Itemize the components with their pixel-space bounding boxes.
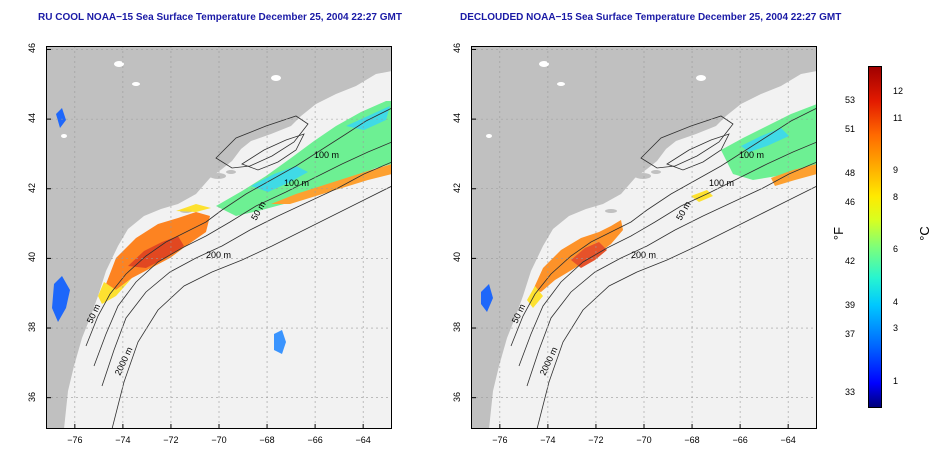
sst-region-blue-offshore — [274, 330, 286, 354]
celsius-unit-label: °C — [916, 226, 932, 241]
contour-100m — [518, 141, 817, 367]
celsius-tick-label: 8 — [893, 191, 899, 202]
contour-label: 200 m — [631, 250, 656, 260]
fahrenheit-tick-label: 46 — [845, 197, 856, 208]
longitude-tick-label: −68 — [684, 435, 700, 445]
sst-region-cyan-patch — [741, 128, 789, 152]
isobath-contours — [85, 107, 392, 429]
axis-ticks — [46, 48, 364, 429]
longitude-tick-label: −66 — [732, 435, 748, 445]
contour-50m — [510, 107, 817, 347]
celsius-tick-label: 6 — [893, 244, 899, 255]
sst-region-hot-core — [571, 242, 607, 268]
sst-region-blue-coast — [481, 284, 493, 312]
left-sst-map: 100 m 100 m 50 m 200 m 50 m 2000 m — [46, 46, 392, 429]
inland-lakes — [61, 61, 281, 138]
contour-2000m — [536, 185, 817, 429]
colorbar — [868, 66, 882, 408]
sst-region-cyan-patch — [251, 106, 390, 192]
contour-gulf-of-maine — [241, 133, 305, 171]
longitude-tick-label: −64 — [780, 435, 796, 445]
fahrenheit-tick-label: 33 — [845, 387, 856, 398]
graticule-grid — [46, 46, 392, 429]
sst-region-yellow-fringe — [98, 204, 211, 304]
longitude-tick-label: −74 — [115, 435, 131, 445]
latitude-tick-label: 46 — [27, 43, 38, 54]
longitude-tick-label: −64 — [355, 435, 371, 445]
contour-100m — [93, 141, 392, 367]
longitude-tick-label: −74 — [540, 435, 556, 445]
celsius-tick-label: 3 — [893, 323, 899, 334]
latitude-tick-label: 36 — [27, 391, 38, 402]
contour-2000m — [111, 185, 392, 429]
fahrenheit-tick-label: 53 — [845, 95, 856, 106]
sst-region-orange-edge — [271, 164, 392, 204]
fahrenheit-tick-label: 37 — [845, 328, 856, 339]
longitude-tick-label: −70 — [636, 435, 652, 445]
sst-region-orange-edge — [771, 164, 817, 186]
longitude-tick-label: −72 — [163, 435, 179, 445]
latitude-tick-label: 38 — [452, 322, 463, 333]
isobath-contours — [510, 107, 817, 429]
latitude-tick-label: 44 — [27, 113, 38, 124]
longitude-tick-label: −70 — [211, 435, 227, 445]
fahrenheit-tick-label: 39 — [845, 299, 856, 310]
inland-lakes — [486, 61, 706, 138]
celsius-tick-label: 1 — [893, 375, 899, 386]
fahrenheit-unit-label: °F — [831, 226, 847, 241]
longitude-tick-label: −76 — [67, 435, 83, 445]
contour-label: 100 m — [314, 150, 339, 160]
latitude-tick-label: 40 — [452, 252, 463, 263]
contour-label: 100 m — [739, 150, 764, 160]
right-map-canvas: 100 m 100 m 50 m 200 m 50 m 2000 m — [471, 46, 817, 429]
longitude-tick-label: −68 — [259, 435, 275, 445]
longitude-tick-label: −72 — [588, 435, 604, 445]
latitude-tick-label: 46 — [452, 43, 463, 54]
latitude-tick-label: 36 — [452, 391, 463, 402]
right-sst-map: 100 m 100 m 50 m 200 m 50 m 2000 m — [471, 46, 817, 429]
sst-region-blue-coast — [52, 108, 70, 322]
contour-200m — [526, 161, 817, 387]
contour-label: 100 m — [284, 178, 309, 188]
contour-gulf-of-maine — [666, 133, 730, 171]
islands — [605, 170, 661, 213]
celsius-tick-label: 9 — [893, 165, 899, 176]
contour-georges-bank — [640, 115, 734, 169]
longitude-tick-label: −66 — [307, 435, 323, 445]
contour-label: 100 m — [709, 178, 734, 188]
latitude-tick-label: 40 — [27, 252, 38, 263]
contour-200m — [101, 161, 392, 387]
latitude-tick-label: 44 — [452, 113, 463, 124]
longitude-tick-label: −76 — [492, 435, 508, 445]
left-map-title: RU COOL NOAA−15 Sea Surface Temperature … — [38, 12, 402, 23]
latitude-tick-label: 42 — [452, 182, 463, 193]
celsius-tick-label: 4 — [893, 296, 899, 307]
latitude-tick-label: 42 — [27, 182, 38, 193]
contour-50m — [85, 107, 392, 347]
right-map-title: DECLOUDED NOAA−15 Sea Surface Temperatur… — [460, 12, 842, 23]
land-mass — [471, 46, 817, 429]
axis-ticks — [471, 48, 789, 429]
celsius-tick-label: 12 — [893, 86, 904, 97]
contour-georges-bank — [215, 115, 309, 169]
land-mass — [46, 46, 392, 429]
graticule-grid — [471, 46, 817, 429]
fahrenheit-tick-label: 42 — [845, 255, 856, 266]
fahrenheit-tick-label: 48 — [845, 168, 856, 179]
latitude-tick-label: 38 — [27, 322, 38, 333]
sst-decloud-pixels — [481, 104, 817, 312]
celsius-tick-label: 11 — [893, 112, 903, 123]
islands — [180, 170, 236, 213]
sst-cloudfree-pixels — [52, 101, 392, 354]
left-map-canvas: 100 m 100 m 50 m 200 m 50 m 2000 m — [46, 46, 392, 429]
fahrenheit-tick-label: 51 — [845, 124, 856, 135]
contour-label: 200 m — [206, 250, 231, 260]
